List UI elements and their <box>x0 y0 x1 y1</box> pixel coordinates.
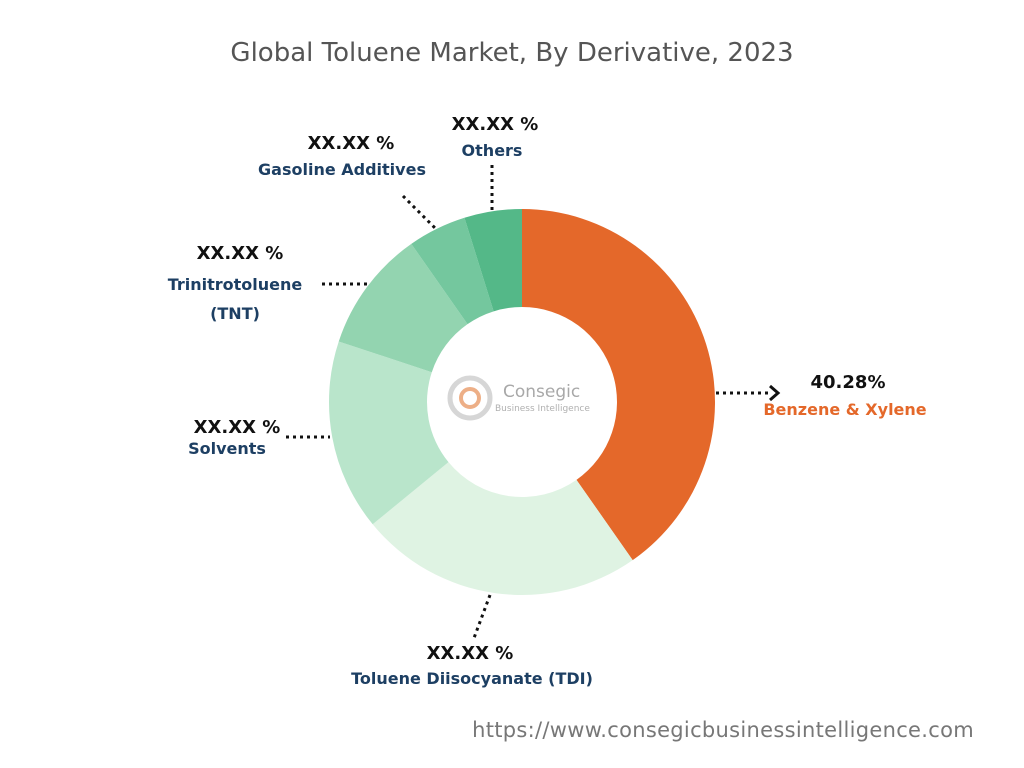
category-label: Others <box>461 141 523 160</box>
donut-slice <box>464 209 522 312</box>
donut-slice <box>338 243 468 373</box>
value-label: XX.XX % <box>451 114 539 135</box>
logo-ring <box>447 375 493 421</box>
watermark-tagline: Business Intelligence <box>495 404 590 414</box>
leader <box>472 594 492 639</box>
arrow-head <box>769 384 781 402</box>
watermark-name: Consegic <box>503 382 580 402</box>
category-label: Trinitrotoluene (TNT) <box>167 275 303 323</box>
leaders <box>286 165 772 639</box>
value-label: XX.XX % <box>193 417 281 438</box>
donut-slice <box>522 209 715 561</box>
slices <box>329 209 715 595</box>
category-label: Solvents <box>188 439 266 458</box>
logo-core <box>459 387 481 409</box>
chart-title: Global Toluene Market, By Derivative, 20… <box>230 38 794 68</box>
value-label: XX.XX % <box>426 643 514 664</box>
category-label: Toluene Diisocyanate (TDI) <box>351 669 593 688</box>
value-label: XX.XX % <box>196 243 284 264</box>
leader <box>401 194 437 230</box>
value-label: 40.28% <box>810 372 886 393</box>
donut-slice <box>329 341 449 525</box>
watermark-logo <box>447 375 493 421</box>
value-label: XX.XX % <box>307 133 395 154</box>
category-label: Benzene & Xylene <box>763 400 927 419</box>
source-url: https://www.consegicbusinessintelligence… <box>472 718 974 742</box>
donut-slice <box>411 217 494 325</box>
category-label: Gasoline Additives <box>258 160 426 179</box>
donut-slice <box>372 462 633 595</box>
